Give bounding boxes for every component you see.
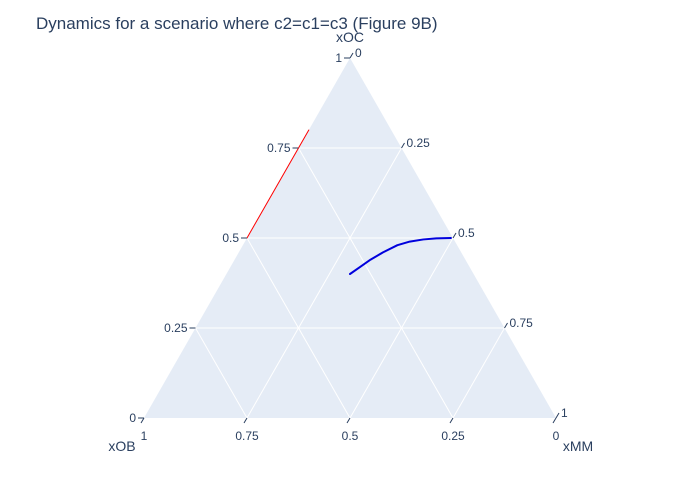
- tick-mark-c: [452, 232, 457, 239]
- grid-line-c: [349, 237, 454, 419]
- tick-mark-b: [552, 417, 557, 424]
- tick-label-c: 0.25: [407, 136, 431, 150]
- grid-line-b: [195, 327, 248, 419]
- chart-title: Dynamics for a scenario where c2=c1=c3 (…: [36, 14, 438, 33]
- tick-label-a: 0.75: [267, 141, 291, 155]
- tick-label-a: 0.5: [222, 231, 239, 245]
- axis-titles: xOC xOB xMM: [108, 29, 593, 454]
- tick-mark-b: [140, 417, 145, 424]
- tick-label-b: 0.75: [235, 429, 259, 443]
- grid-line-c: [452, 327, 505, 419]
- tick-mark-c: [401, 142, 405, 149]
- tick-label-b: 0.25: [441, 429, 465, 443]
- grid-line-b: [246, 237, 351, 419]
- tick-mark-c: [504, 322, 508, 329]
- tick-mark-c: [349, 52, 354, 59]
- tick-label-b: 0: [553, 429, 560, 443]
- grid-lines: [195, 147, 505, 419]
- tick-mark-b: [449, 417, 454, 424]
- grid-line-c: [246, 147, 402, 419]
- axis-title-xMM: xMM: [563, 438, 593, 454]
- tick-label-a: 0: [129, 411, 136, 425]
- tick-label-a: 1: [335, 51, 342, 65]
- series-line-2: [349, 237, 452, 275]
- tick-label-a: 0.25: [164, 321, 188, 335]
- axis-title-xOB: xOB: [108, 438, 135, 454]
- axis-title-xOC: xOC: [336, 29, 364, 45]
- grid-line-b: [298, 147, 454, 419]
- tick-label-b: 0.5: [342, 429, 359, 443]
- tick-mark-b: [243, 417, 248, 424]
- tick-mark-b: [346, 417, 351, 424]
- tick-label-c: 0.75: [510, 316, 534, 330]
- tick-mark-c: [555, 412, 560, 419]
- tick-label-c: 0.5: [458, 226, 475, 240]
- tick-label-c: 0: [355, 46, 362, 60]
- tick-label-b: 1: [141, 429, 148, 443]
- tick-label-c: 1: [561, 406, 568, 420]
